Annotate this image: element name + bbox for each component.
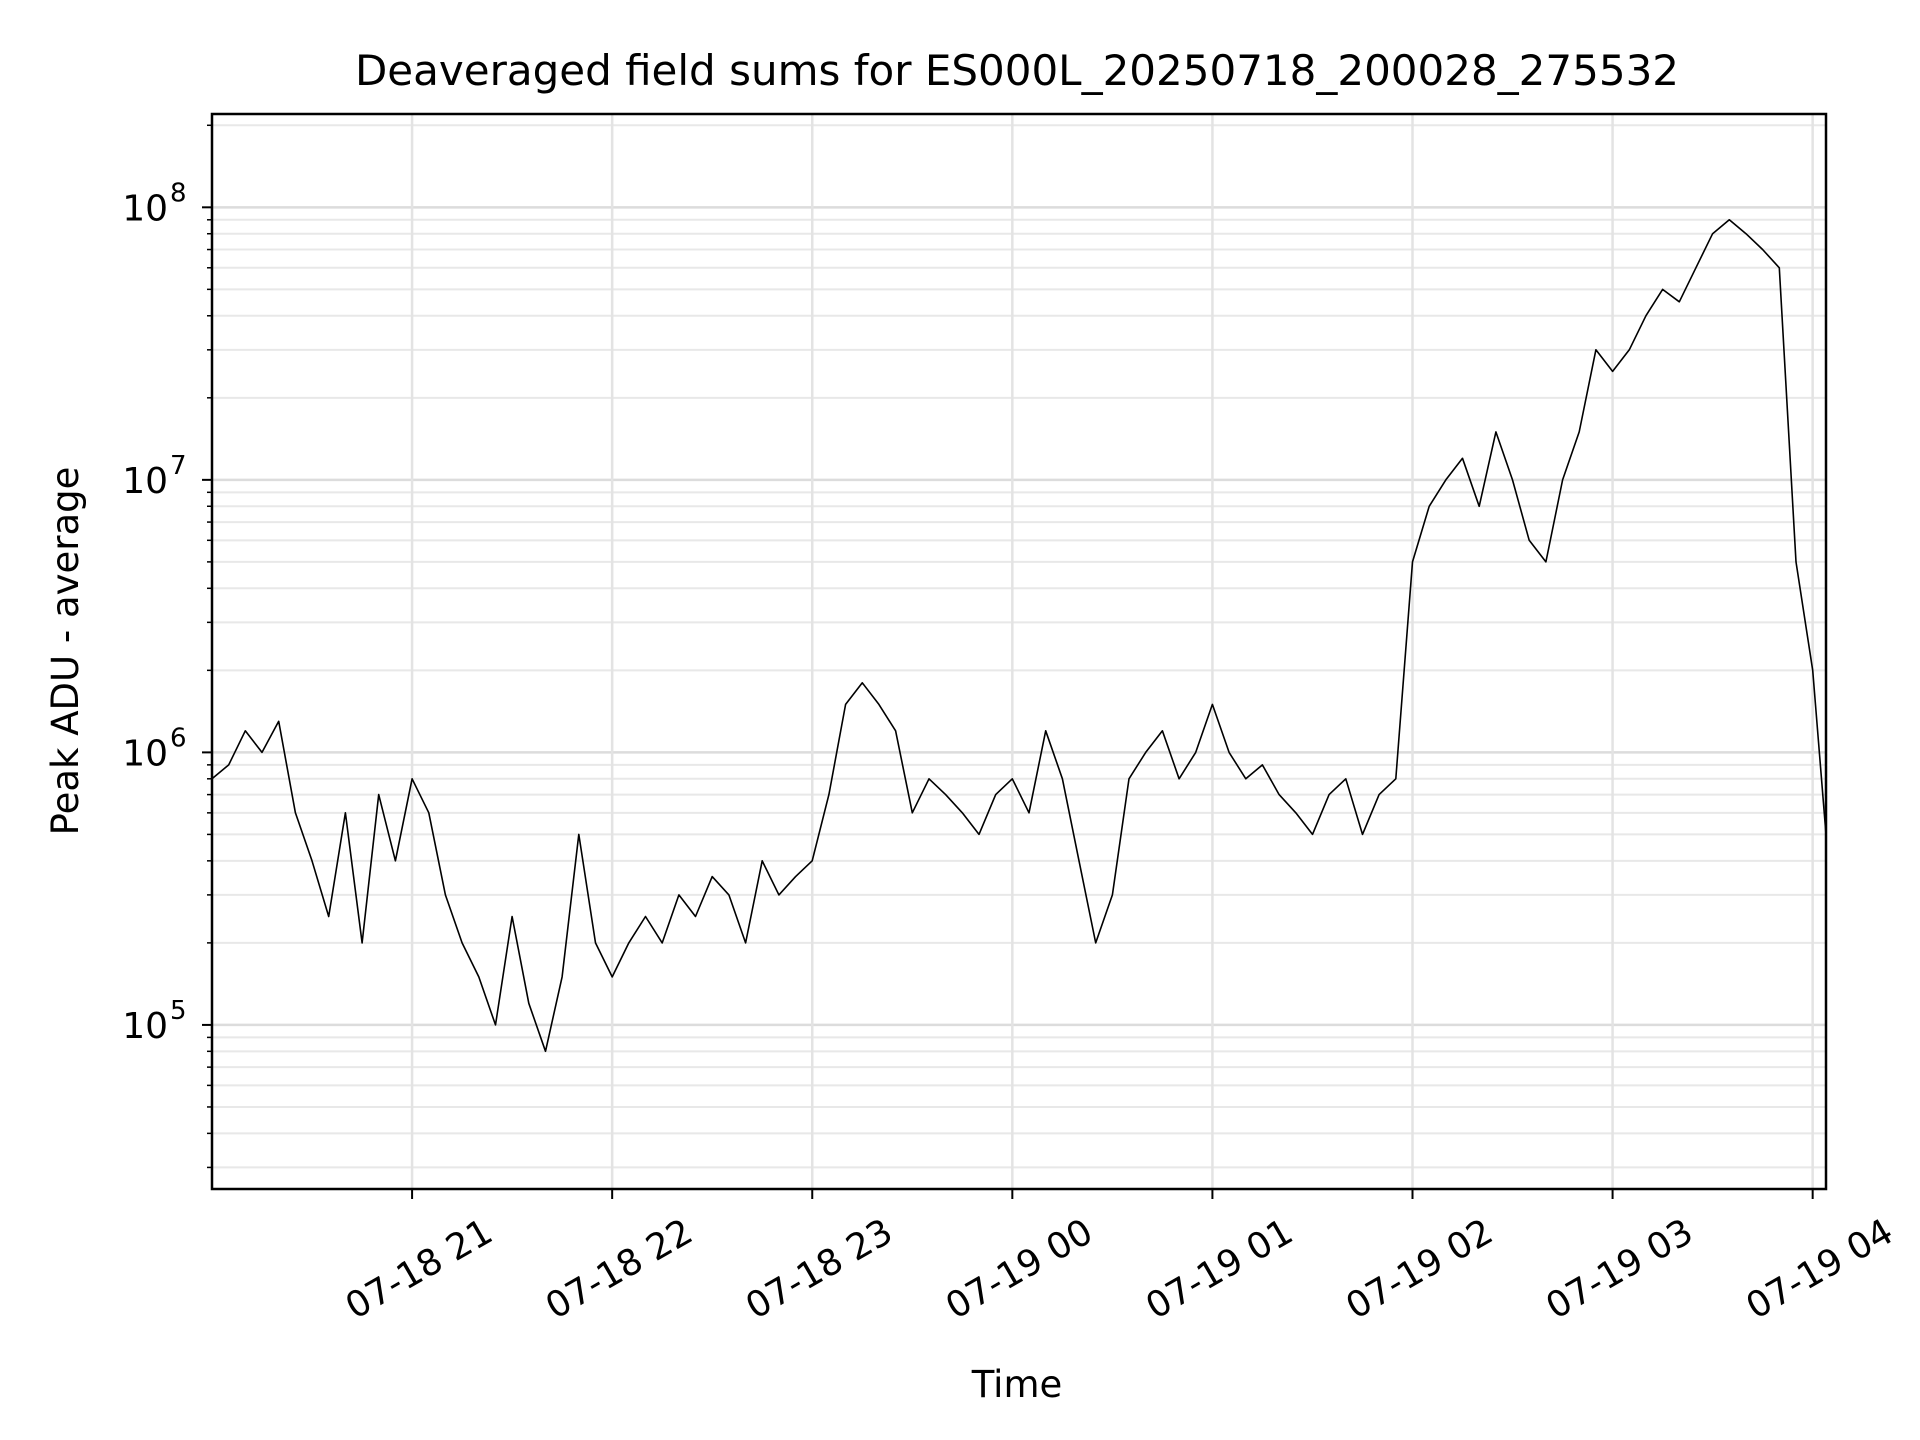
y-tick-label: 10 — [122, 461, 168, 502]
y-tick-exponent: 6 — [170, 723, 187, 753]
chart-title: Deaveraged field sums for ES000L_2025071… — [355, 46, 1679, 95]
y-axis-label: Peak ADU - average — [44, 467, 87, 836]
y-tick-label: 10 — [122, 188, 168, 229]
y-tick-label: 10 — [122, 733, 168, 774]
y-tick-exponent: 7 — [170, 451, 187, 481]
y-tick-exponent: 8 — [170, 178, 187, 208]
x-axis-label: Time — [971, 1363, 1063, 1406]
y-tick-label: 10 — [122, 1006, 168, 1047]
series-line — [211, 219, 1827, 1053]
series-group — [211, 219, 1827, 1053]
y-tick-exponent: 5 — [170, 996, 187, 1026]
plot-area-frame — [210, 112, 1828, 1191]
grid-lines — [212, 114, 1826, 1189]
